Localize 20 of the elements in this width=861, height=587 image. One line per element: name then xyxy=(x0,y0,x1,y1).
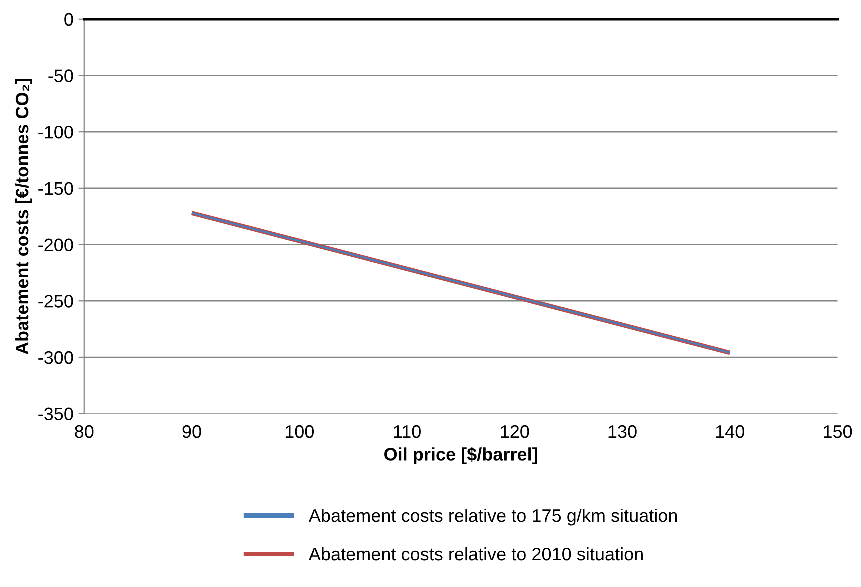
y-tick-label: -250 xyxy=(38,295,74,308)
y-axis-title: Abatement costs [€/tonnes CO₂] xyxy=(15,79,32,355)
x-tick-label: 110 xyxy=(394,425,421,438)
x-axis-title: Oil price [$/barrel] xyxy=(384,447,538,464)
y-tick-label: -100 xyxy=(38,126,74,139)
x-tick-label: 130 xyxy=(608,425,637,438)
x-tick-label: 120 xyxy=(501,425,530,438)
x-tick-label: 100 xyxy=(286,425,314,438)
y-tick-label: -200 xyxy=(38,238,74,252)
y-tick-label: -150 xyxy=(38,182,74,196)
x-tick-label: 140 xyxy=(716,425,744,438)
y-tick-label: 0 xyxy=(64,13,74,26)
y-tick-label: -350 xyxy=(38,408,74,421)
x-tick-label: 80 xyxy=(75,425,94,438)
x-tick-label: 90 xyxy=(182,425,202,438)
y-tick-label: -300 xyxy=(38,351,74,364)
x-tick-label: 150 xyxy=(824,425,852,438)
y-tick-label: -50 xyxy=(48,70,74,82)
legend-label: Abatement costs relative to 175 g/km situation xyxy=(308,508,678,526)
legend-label: Abatement costs relative to 2010 situation xyxy=(308,547,643,561)
